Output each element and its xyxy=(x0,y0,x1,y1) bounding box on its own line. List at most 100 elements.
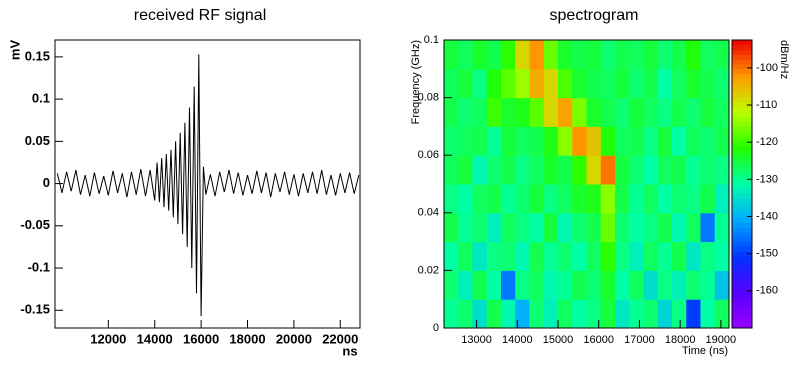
y-tick-label: 0.05 xyxy=(25,133,50,148)
colorbar-tick-label: -120 xyxy=(756,136,778,148)
heat-cell xyxy=(643,68,659,99)
right-title: spectrogram xyxy=(550,7,639,24)
colorbar-tick-label: -130 xyxy=(756,173,778,185)
heat-cell xyxy=(586,155,602,185)
heat-cell xyxy=(600,97,616,127)
heat-cell xyxy=(558,68,573,99)
heat-cell xyxy=(472,68,488,99)
colorbar-step xyxy=(732,299,752,305)
colorbar-tick-label: -140 xyxy=(756,210,778,222)
colorbar-step xyxy=(732,265,752,271)
heat-cell xyxy=(444,97,459,127)
heat-cell xyxy=(444,184,459,214)
colorbar-step xyxy=(732,49,752,55)
signal-line xyxy=(56,54,360,317)
heat-cell xyxy=(572,270,587,300)
colorbar-step xyxy=(732,164,752,171)
colorbar-step xyxy=(732,68,752,75)
heat-cell xyxy=(529,270,545,300)
colorbar-step xyxy=(732,280,752,286)
heat-cell xyxy=(486,241,502,271)
heat-cell xyxy=(700,212,716,243)
colorbar-step xyxy=(732,136,752,142)
heat-cell xyxy=(700,68,716,99)
colorbar-step xyxy=(732,217,752,223)
y-tick-label: 0 xyxy=(43,175,50,190)
heat-cell xyxy=(672,184,687,214)
heat-cell xyxy=(529,212,545,243)
heat-cell xyxy=(515,155,530,185)
colorbar-step xyxy=(732,275,752,281)
heat-cell xyxy=(515,126,530,156)
heat-cell xyxy=(472,212,488,243)
heat-cell xyxy=(714,68,730,99)
heat-cell xyxy=(558,299,573,329)
heat-cell xyxy=(686,241,701,271)
colorbar-step xyxy=(732,83,752,89)
heat-cell xyxy=(600,299,616,329)
heat-cell xyxy=(543,40,559,70)
heat-cell xyxy=(657,126,673,156)
heat-cell xyxy=(572,184,587,214)
heat-cell xyxy=(586,126,602,156)
heat-cell xyxy=(458,212,473,243)
colorbar-step xyxy=(732,313,752,319)
heat-cell xyxy=(458,184,473,214)
x-tick-label: 14000 xyxy=(137,331,173,346)
heat-cell xyxy=(686,155,701,185)
heat-cell xyxy=(657,299,673,329)
heat-cell xyxy=(458,40,473,70)
heat-cell xyxy=(600,270,616,300)
heat-cell xyxy=(458,97,473,127)
heat-cell xyxy=(672,299,687,329)
heat-cell xyxy=(515,212,530,243)
y-tick-label: 0.02 xyxy=(418,264,439,276)
colorbar-step xyxy=(732,222,752,228)
heat-cell xyxy=(558,126,573,156)
heat-cell xyxy=(700,241,716,271)
heat-cell xyxy=(501,184,516,214)
heat-cell xyxy=(615,270,630,300)
heat-cell xyxy=(700,299,716,329)
heat-cell xyxy=(472,155,488,185)
x-axis-label: Time (ns) xyxy=(682,345,728,357)
heat-cell xyxy=(572,299,587,329)
heat-cell xyxy=(643,270,659,300)
heat-cell xyxy=(629,155,644,185)
plot-frame xyxy=(54,39,361,329)
heat-cell xyxy=(629,40,644,70)
heat-cell xyxy=(586,40,602,70)
heat-cell xyxy=(486,155,502,185)
heat-cell xyxy=(558,270,573,300)
heat-cell xyxy=(600,68,616,99)
colorbar-tick-label: -100 xyxy=(756,62,778,74)
heat-cell xyxy=(458,270,473,300)
heat-cell xyxy=(714,155,730,185)
heat-cell xyxy=(529,40,545,70)
heat-cell xyxy=(629,212,644,243)
heat-cell xyxy=(714,270,730,300)
heat-cell xyxy=(657,97,673,127)
heat-cell xyxy=(486,97,502,127)
heat-cell xyxy=(686,68,701,99)
heat-cell xyxy=(486,126,502,156)
heat-cell xyxy=(529,299,545,329)
heat-cell xyxy=(543,299,559,329)
heat-cell xyxy=(643,212,659,243)
heat-cell xyxy=(672,270,687,300)
colorbar-step xyxy=(732,188,752,195)
heat-cell xyxy=(657,212,673,243)
heat-cell xyxy=(629,299,644,329)
colorbar-step xyxy=(732,107,752,113)
heat-cell xyxy=(444,68,459,99)
heat-cell xyxy=(515,270,530,300)
x-tick-label: 16000 xyxy=(583,334,614,346)
colorbar-step xyxy=(732,44,752,51)
colorbar-step xyxy=(732,174,752,180)
heat-cell xyxy=(515,241,530,271)
colorbar-label: dBm/Hz xyxy=(778,40,790,79)
heat-cell xyxy=(629,270,644,300)
y-axis-label: mV xyxy=(7,40,22,61)
colorbar-step xyxy=(732,251,752,257)
y-tick-label: 0 xyxy=(433,322,439,334)
